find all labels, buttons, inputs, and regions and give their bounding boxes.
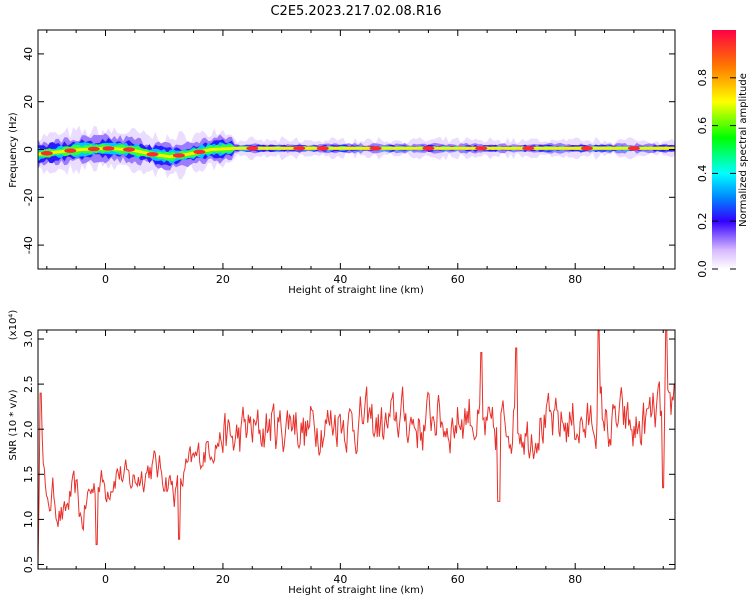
spectrogram-frame [37, 29, 676, 270]
spectrogram-peak [40, 151, 53, 156]
snr-y-axis-label: SNR (10 * v/v) [8, 389, 19, 460]
snr-panel: 0 20 40 60 80 0.5 1.0 1.5 2.0 2.5 3.0 Height of st… [8, 310, 676, 596]
colorbar-tick-label: 0.4 [696, 165, 709, 183]
spectrogram-y-axis-label: Frequency (Hz) [8, 112, 19, 188]
snr-background [38, 330, 675, 569]
spectrogram-peak [580, 146, 593, 151]
spectrogram-y-tick-label: -20 [22, 188, 35, 206]
spectrogram-peak [246, 146, 259, 151]
spectrogram-x-tick-label: 20 [216, 273, 230, 286]
spectrogram-core [38, 146, 675, 159]
snr-x-tick-label: 20 [216, 573, 230, 586]
spectrogram-y-tick-label: 20 [22, 95, 35, 109]
figure-title: C2E5.2023.217.02.08.R16 [270, 4, 441, 19]
spectrogram-peak [146, 152, 159, 157]
spectrogram-peak [369, 146, 382, 151]
spectrogram-x-tick-label: 0 [102, 273, 109, 286]
spectrogram-x-tick-label: 80 [568, 273, 582, 286]
snr-frame [37, 329, 676, 570]
spectrogram-peak [193, 149, 206, 155]
snr-axes: 0 20 40 60 80 0.5 1.0 1.5 2.0 2.5 3.0 [22, 330, 675, 586]
spectrogram-band [38, 125, 675, 180]
spectrogram-peak [87, 146, 100, 152]
spectrogram-peak [172, 153, 185, 158]
spectrogram-x-tick-label: 60 [451, 273, 465, 286]
snr-y-tick-label: 2.0 [22, 420, 35, 438]
spectrogram-peak [522, 146, 535, 151]
spectrogram-y-tick-label: -40 [22, 236, 35, 254]
colorbar-ticks: 0.0 0.2 0.4 0.6 0.8 [696, 69, 736, 278]
snr-y-tick-label: 0.5 [22, 556, 35, 574]
spectrogram-y-tick-label: 0 [22, 146, 35, 153]
spectrogram-peak [293, 146, 306, 151]
colorbar: 0.0 0.2 0.4 0.6 0.8 Normalized spectral ampl… [696, 30, 749, 278]
colorbar-tick-label: 0.6 [696, 117, 709, 135]
spectrogram-peak [64, 148, 77, 153]
snr-y-tick-label: 3.0 [22, 330, 35, 348]
snr-x-tick-label: 40 [333, 573, 347, 586]
spectrogram-peak [627, 146, 640, 151]
snr-y-tick-label: 1.5 [22, 466, 35, 484]
spectrogram-peak [123, 147, 135, 152]
snr-y-tick-label: 1.0 [22, 511, 35, 529]
snr-x-tick-label: 0 [102, 573, 109, 586]
snr-series-line [38, 330, 675, 567]
snr-x-tick-label: 80 [568, 573, 582, 586]
spectrogram-amplitude-layer [38, 133, 675, 171]
snr-x-tick-label: 60 [451, 573, 465, 586]
colorbar-tick-label: 0.8 [696, 69, 709, 87]
spectrogram-peak [475, 146, 488, 151]
colorbar-tick-label: 0.2 [696, 212, 709, 230]
spectrogram-peak [102, 146, 115, 151]
spectrogram-peak [316, 146, 329, 151]
snr-y-exponent-label: (x10⁴) [8, 310, 19, 341]
spectrogram-panel: 0 20 40 60 80 -40 -20 0 20 40 Height of straight … [8, 29, 676, 296]
spectrogram-y-tick-label: 40 [22, 47, 35, 61]
spectrogram-x-axis-label: Height of straight line (km) [288, 285, 424, 296]
snr-y-tick-label: 2.5 [22, 375, 35, 393]
snr-x-axis-label: Height of straight line (km) [288, 585, 424, 596]
spectrogram-axes: 0 20 40 60 80 -40 -20 0 20 40 [22, 30, 675, 286]
colorbar-label: Normalized spectral amplitude [738, 73, 749, 227]
spectrogram-peak [422, 146, 435, 151]
spectrogram-x-tick-label: 40 [333, 273, 347, 286]
colorbar-tick-label: 0.0 [696, 260, 709, 278]
colorbar-gradient [712, 30, 736, 269]
